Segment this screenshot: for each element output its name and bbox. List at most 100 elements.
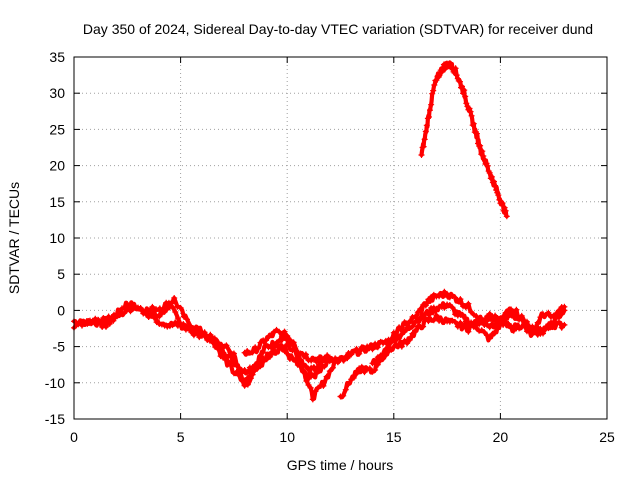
- x-tick-label: 0: [70, 429, 78, 445]
- data-point: [230, 350, 237, 357]
- data-point: [406, 318, 413, 325]
- data-point: [284, 341, 291, 348]
- data-point: [508, 323, 515, 330]
- data-point: [444, 290, 451, 297]
- data-point: [401, 319, 408, 326]
- data-point: [369, 346, 376, 353]
- data-point: [206, 337, 213, 344]
- data-point: [356, 350, 363, 357]
- data-point: [149, 303, 156, 310]
- data-point: [230, 370, 237, 377]
- data-point: [422, 302, 429, 309]
- data-point: [422, 128, 429, 135]
- data-point: [534, 331, 541, 338]
- data-point: [393, 330, 400, 337]
- data-point: [438, 291, 445, 298]
- data-point: [467, 108, 474, 115]
- data-point: [486, 334, 493, 340]
- data-point: [219, 345, 226, 352]
- data-point: [561, 321, 568, 328]
- data-point: [492, 320, 499, 327]
- data-point: [236, 372, 243, 378]
- y-tick-label: 30: [49, 85, 65, 101]
- data-point: [320, 382, 327, 389]
- data-point: [134, 305, 141, 312]
- data-point: [308, 357, 315, 364]
- data-point: [406, 336, 413, 343]
- data-point: [492, 182, 499, 189]
- data-point: [249, 371, 256, 378]
- axis-ticks: 0 5 10 15 20 25 -15 -10 -5 0 5 10 15 20 25 30 35: [45, 49, 615, 445]
- data-point: [518, 312, 525, 319]
- data-point: [449, 64, 456, 71]
- data-point: [524, 324, 530, 331]
- data-point: [418, 152, 425, 158]
- data-point: [297, 358, 304, 364]
- data-point: [281, 328, 288, 335]
- data-point: [484, 162, 491, 169]
- data-point: [353, 370, 360, 377]
- data-point: [425, 311, 432, 318]
- data-point: [91, 320, 98, 327]
- data-point: [361, 369, 368, 376]
- data-point: [289, 340, 296, 347]
- data-point: [473, 130, 480, 137]
- data-point: [398, 343, 405, 350]
- data-point: [292, 345, 299, 352]
- data-point: [457, 296, 464, 303]
- data-point: [409, 323, 416, 330]
- x-tick-label: 25: [599, 429, 615, 445]
- data-point: [228, 362, 235, 369]
- plot-frame: [73, 56, 608, 420]
- data-point: [342, 354, 349, 360]
- data-point: [486, 169, 493, 176]
- data-point: [345, 381, 352, 388]
- data-point: [174, 303, 181, 310]
- data-point: [260, 349, 267, 356]
- data-point: [492, 328, 499, 335]
- data-point: [427, 107, 433, 114]
- data-point: [332, 355, 339, 362]
- data-point: [374, 344, 381, 351]
- data-point: [366, 365, 373, 372]
- data-point: [449, 317, 456, 324]
- data-point: [558, 324, 565, 331]
- data-point: [340, 392, 347, 399]
- data-point: [150, 314, 157, 321]
- data-point: [412, 313, 419, 320]
- data-point: [495, 192, 502, 199]
- data-point: [160, 306, 167, 313]
- data-point: [404, 322, 411, 329]
- data-point: [223, 342, 230, 349]
- data-point: [521, 318, 528, 325]
- data-point: [540, 327, 546, 334]
- data-point: [501, 204, 508, 211]
- data-point: [171, 295, 178, 301]
- grid: [74, 57, 607, 419]
- data-point: [350, 374, 357, 381]
- data-point: [461, 87, 468, 94]
- data-point: [478, 317, 485, 324]
- data-point: [456, 78, 463, 85]
- data-point: [420, 143, 427, 150]
- data-point: [499, 200, 506, 207]
- data-point: [452, 319, 459, 325]
- data-point: [540, 311, 546, 318]
- data-point: [382, 337, 389, 344]
- data-point: [529, 328, 536, 334]
- data-point: [414, 309, 421, 316]
- data-point: [473, 321, 480, 328]
- data-point: [358, 344, 365, 351]
- series-track-7: [418, 60, 510, 220]
- data-point: [419, 144, 426, 151]
- data-point: [361, 347, 368, 354]
- data-point: [423, 122, 430, 129]
- data-point: [372, 367, 379, 373]
- data-point: [307, 384, 314, 391]
- data-point: [493, 187, 500, 193]
- data-point: [276, 337, 283, 343]
- data-point: [470, 120, 477, 127]
- chart-title: Day 350 of 2024, Sidereal Day-to-day VTE…: [83, 21, 593, 37]
- data-point: [442, 66, 448, 73]
- data-point: [184, 316, 190, 323]
